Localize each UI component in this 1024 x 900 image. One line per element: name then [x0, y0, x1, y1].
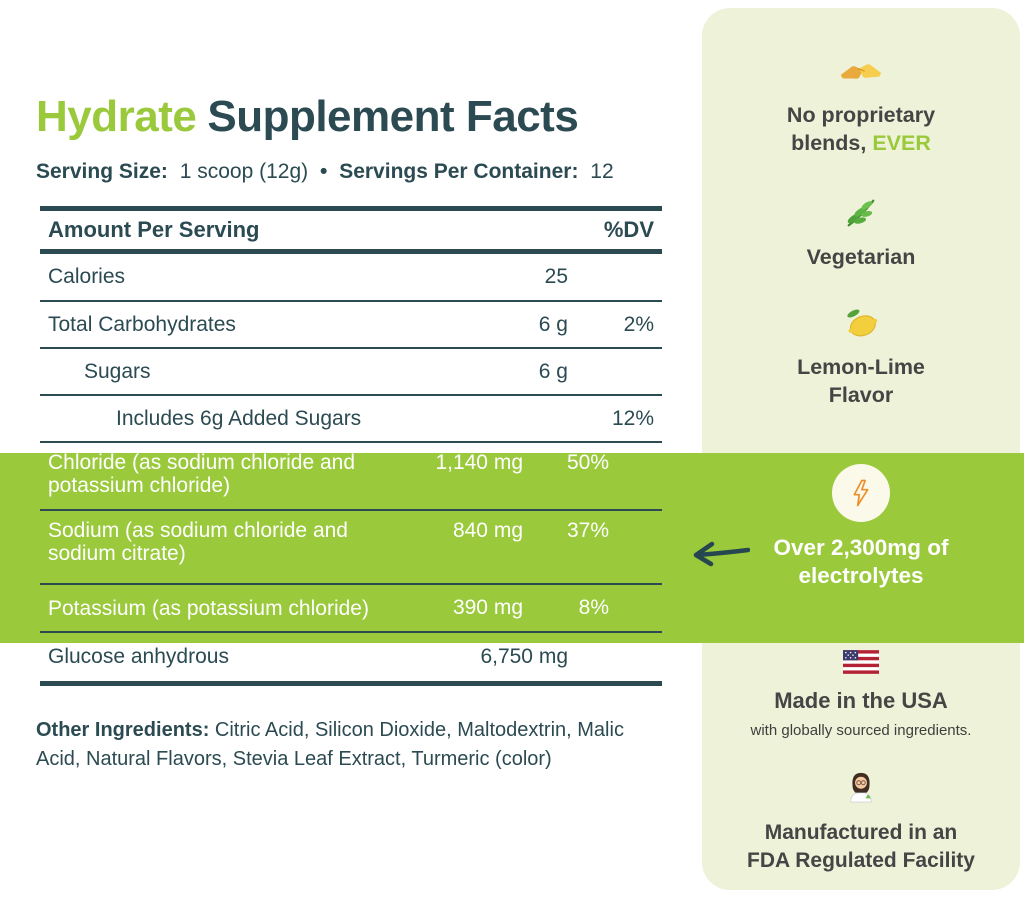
- table-row: Sugars 6 g: [40, 349, 662, 396]
- herb-icon: [844, 196, 878, 230]
- feature-vegetarian: Vegetarian: [702, 196, 1020, 271]
- table-row: Potassium (as potassium chloride) 390 mg 8…: [40, 585, 662, 633]
- serving-size-label: Serving Size:: [36, 160, 168, 183]
- servings-per-container-label: Servings Per Container:: [339, 160, 579, 183]
- nutrient-dv: 12%: [611, 406, 654, 430]
- nutrient-name: Sodium (as sodium chloride and sodium ci…: [48, 519, 348, 565]
- feature-text: Manufactured in an FDA Regulated Facilit…: [747, 821, 975, 872]
- table-header-row: Amount Per Serving %DV: [40, 206, 662, 254]
- feature-text: Lemon-Lime Flavor: [797, 355, 925, 407]
- nutrient-name: Total Carbohydrates: [48, 312, 236, 336]
- nutrient-name: Glucose anhydrous: [48, 645, 229, 668]
- feature-subtitle: with globally sourced ingredients.: [750, 722, 972, 739]
- other-ingredients-text: Citric Acid, Silicon Dioxide, Maltodextr…: [36, 719, 624, 770]
- nutrient-amount: 390 mg: [452, 596, 523, 619]
- serving-size-value: 1 scoop (12g): [179, 160, 309, 183]
- nutrient-amount: 25: [544, 265, 568, 288]
- nutrient-dv: 37%: [566, 519, 609, 542]
- nutrient-dv: 50%: [566, 451, 609, 474]
- lemon-icon: [842, 306, 880, 340]
- page-title-accent: Hydrate: [36, 92, 197, 141]
- table-body: Calories 25 Total Carbohydrates 6 g 2% Sugars…: [40, 254, 662, 681]
- bullet-separator: •: [320, 160, 328, 183]
- feature-text-main: No proprietary blends,: [786, 103, 936, 155]
- feature-made-in-usa: Made in the USA with globally sourced in…: [702, 650, 1020, 741]
- feature-no-proprietary-blends: No proprietary blends, EVER: [702, 58, 1020, 157]
- nutrient-dv: 8%: [578, 596, 609, 619]
- table-row: Calories 25: [40, 254, 662, 302]
- column-header-dv: %DV: [603, 217, 654, 242]
- info-side-panel: No proprietary blends, EVER Vegetarian: [702, 8, 1020, 890]
- supplement-facts-table: Amount Per Serving %DV Calories 25 Total C…: [40, 206, 662, 686]
- nutrient-amount: 6,750 mg: [480, 645, 568, 668]
- table-row: Total Carbohydrates 6 g 2%: [40, 302, 662, 349]
- nutrient-name: Calories: [48, 265, 126, 288]
- feature-fda-facility: Manufactured in an FDA Regulated Facilit…: [702, 768, 1020, 875]
- nutrient-name: Chloride (as sodium chloride and potassi…: [48, 451, 355, 497]
- page-title-rest: Supplement Facts: [207, 92, 579, 141]
- table-row: Glucose anhydrous 6,750 mg: [40, 633, 662, 681]
- other-ingredients-label: Other Ingredients:: [36, 719, 210, 741]
- usa-flag-icon: [843, 650, 879, 674]
- scientist-icon: [844, 768, 878, 806]
- table-row: Chloride (as sodium chloride and potassi…: [40, 443, 662, 511]
- page-title: Hydrate Supplement Facts: [36, 92, 579, 142]
- feature-lemon-lime-flavor: Lemon-Lime Flavor: [702, 306, 1020, 409]
- handshake-icon: [839, 58, 883, 88]
- nutrient-amount: 6 g: [538, 359, 568, 383]
- nutrient-name: Sugars: [84, 359, 151, 383]
- nutrient-name: Includes 6g Added Sugars: [116, 406, 362, 430]
- feature-title: Made in the USA: [774, 688, 948, 713]
- table-row: Includes 6g Added Sugars 12%: [40, 396, 662, 443]
- nutrient-amount: 1,140 mg: [435, 451, 523, 474]
- serving-info-line: Serving Size: 1 scoop (12g) • Servings P…: [36, 160, 620, 184]
- feature-text: No proprietary blends, EVER: [761, 101, 961, 157]
- servings-per-container-value: 12: [590, 160, 614, 183]
- feature-text: Vegetarian: [806, 245, 916, 269]
- feature-text-accent: EVER: [872, 131, 931, 155]
- nutrient-amount: 6 g: [538, 312, 568, 336]
- table-row: Sodium (as sodium chloride and sodium ci…: [40, 511, 662, 585]
- nutrient-amount: 840 mg: [452, 519, 523, 542]
- nutrient-dv: 2%: [623, 312, 654, 336]
- nutrient-name: Potassium (as potassium chloride): [48, 596, 369, 620]
- other-ingredients: Other Ingredients: Citric Acid, Silicon …: [36, 716, 660, 774]
- column-header-amount: Amount Per Serving: [48, 217, 260, 242]
